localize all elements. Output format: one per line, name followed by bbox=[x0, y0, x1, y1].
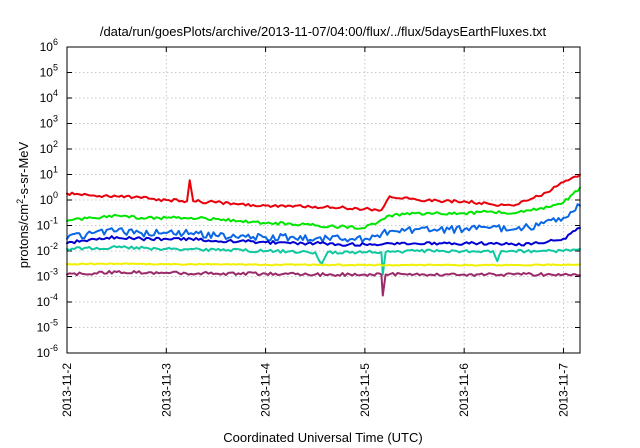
y-tick-base: 10 bbox=[40, 40, 54, 54]
y-tick-label: 105 bbox=[40, 63, 58, 80]
y-tick-exponent: 6 bbox=[53, 37, 58, 47]
y-tick-base: 10 bbox=[40, 91, 54, 105]
y-tick-label: 10-6 bbox=[37, 343, 58, 360]
y-tick-base: 10 bbox=[37, 270, 51, 284]
y-tick-exponent: 1 bbox=[53, 165, 58, 175]
series-line-1 bbox=[66, 173, 581, 212]
x-axis-ticks: 2013-11-2 2013-11-3 2013-11-4 2013-11-5 2013… bbox=[60, 47, 570, 417]
y-tick-label: 10-2 bbox=[37, 241, 58, 258]
chart-title: /data/run/goesPlots/archive/2013-11-07/0… bbox=[100, 24, 547, 39]
y-tick-label: 106 bbox=[40, 37, 58, 54]
y-tick-exponent: -5 bbox=[50, 318, 58, 328]
y-tick-exponent: 0 bbox=[53, 190, 58, 200]
x-axis-label: Coordinated Universal Time (UTC) bbox=[223, 430, 422, 445]
y-tick-exponent: 4 bbox=[53, 88, 58, 98]
y-tick-exponent: 2 bbox=[53, 139, 58, 149]
y-tick-base: 10 bbox=[37, 321, 51, 335]
series-line-6 bbox=[66, 262, 581, 267]
y-tick-label: 104 bbox=[40, 88, 58, 105]
series-line-2 bbox=[66, 186, 581, 230]
y-tick-base: 10 bbox=[40, 117, 54, 131]
y-tick-label: 10-3 bbox=[37, 267, 58, 284]
x-tick-label: 2013-11-2 bbox=[60, 363, 74, 417]
x-tick-label: 2013-11-5 bbox=[358, 363, 372, 417]
y-tick-base: 10 bbox=[37, 295, 51, 309]
gridlines bbox=[67, 47, 580, 353]
y-tick-base: 10 bbox=[37, 219, 51, 233]
y-tick-exponent: -4 bbox=[50, 292, 58, 302]
y-tick-label: 10-1 bbox=[37, 216, 58, 233]
series-lines bbox=[66, 173, 581, 297]
y-tick-label: 10-5 bbox=[37, 318, 58, 335]
y-tick-base: 10 bbox=[37, 346, 51, 360]
y-tick-base: 10 bbox=[40, 142, 54, 156]
y-axis-label: protons/cm2-s-sr-MeV bbox=[15, 141, 31, 268]
y-tick-exponent: 5 bbox=[53, 63, 58, 73]
y-tick-label: 103 bbox=[40, 114, 58, 131]
x-tick-label: 2013-11-6 bbox=[457, 363, 471, 417]
y-tick-exponent: -1 bbox=[50, 216, 58, 226]
y-tick-exponent: 3 bbox=[53, 114, 58, 124]
y-tick-exponent: -2 bbox=[50, 241, 58, 251]
y-tick-exponent: -3 bbox=[50, 267, 58, 277]
series-line-3 bbox=[66, 203, 581, 243]
plot-frame bbox=[66, 46, 581, 354]
y-tick-label: 101 bbox=[40, 165, 58, 182]
y-axis-label-prefix: protons/cm bbox=[16, 204, 31, 268]
series-line-5 bbox=[66, 245, 581, 276]
x-tick-label: 2013-11-3 bbox=[159, 363, 173, 417]
y-tick-label: 10-4 bbox=[37, 292, 58, 309]
x-tick-label: 2013-11-7 bbox=[556, 363, 570, 417]
x-tick-label: 2013-11-4 bbox=[259, 363, 273, 417]
y-tick-base: 10 bbox=[37, 244, 51, 258]
y-tick-label: 100 bbox=[40, 190, 58, 207]
y-tick-base: 10 bbox=[40, 66, 54, 80]
y-tick-label: 102 bbox=[40, 139, 58, 156]
series-line-7 bbox=[66, 270, 581, 297]
y-tick-base: 10 bbox=[40, 193, 54, 207]
y-tick-exponent: -6 bbox=[50, 343, 58, 353]
y-axis-label-superscript: 2 bbox=[15, 199, 25, 204]
series-line-4 bbox=[66, 227, 581, 247]
y-axis-label-suffix: -s-sr-MeV bbox=[16, 141, 31, 198]
y-tick-base: 10 bbox=[40, 168, 54, 182]
